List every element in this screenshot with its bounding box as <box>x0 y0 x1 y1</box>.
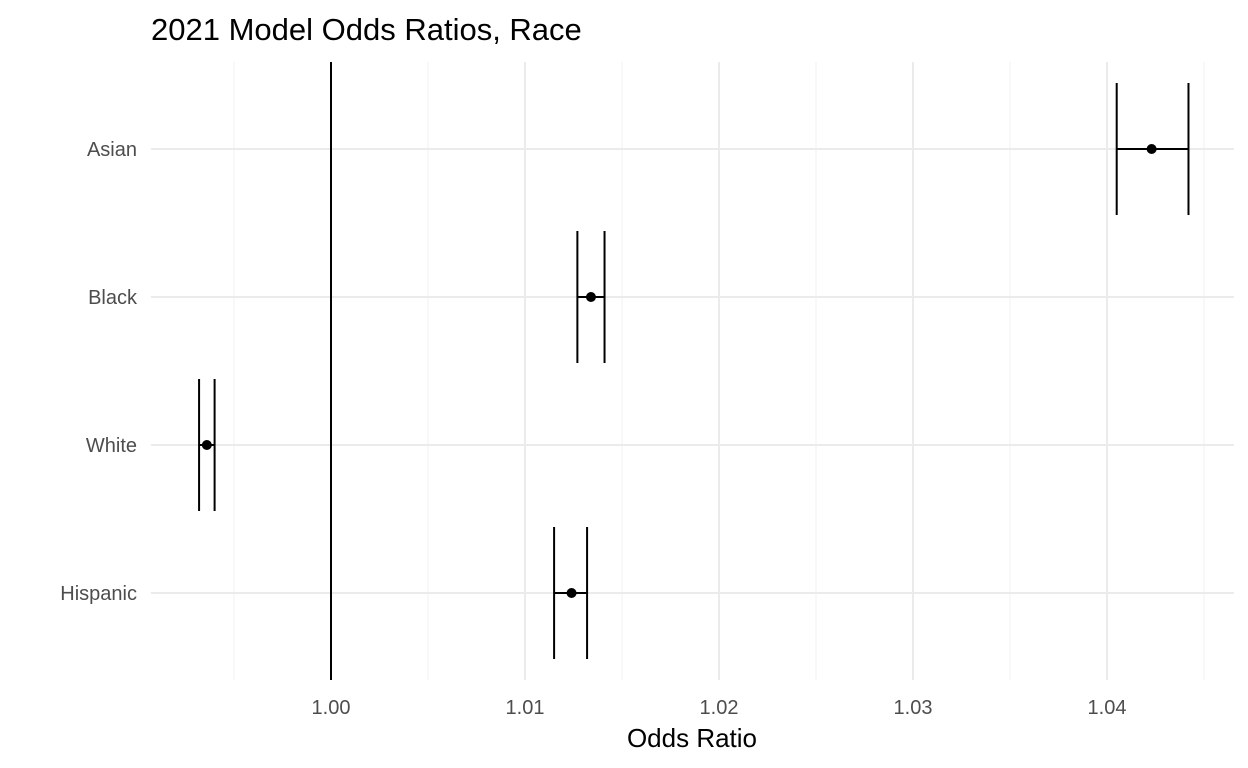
point-white <box>201 440 212 450</box>
x-tick-label: 1.00 <box>312 697 351 719</box>
x-tick-label: 1.01 <box>506 697 545 719</box>
x-tick-label: 1.02 <box>700 697 739 719</box>
data-marks <box>198 83 1190 659</box>
x-tick-label: 1.03 <box>894 697 933 719</box>
x-tick-label: 1.04 <box>1088 697 1127 719</box>
grid-lines <box>151 62 1234 680</box>
y-tick-label-hispanic: Hispanic <box>60 583 137 605</box>
chart-title: 2021 Model Odds Ratios, Race <box>151 12 582 47</box>
y-tick-labels: Asian Black White Hispanic <box>60 139 138 605</box>
point-asian <box>1146 144 1157 154</box>
y-tick-label-asian: Asian <box>87 139 137 161</box>
point-black <box>585 292 596 302</box>
x-tick-labels: 1.00 1.01 1.02 1.03 1.04 <box>312 697 1127 719</box>
y-tick-label-white: White <box>86 435 137 457</box>
x-axis-title: Odds Ratio <box>627 723 757 753</box>
y-tick-label-black: Black <box>88 287 138 309</box>
point-hispanic <box>566 588 577 598</box>
